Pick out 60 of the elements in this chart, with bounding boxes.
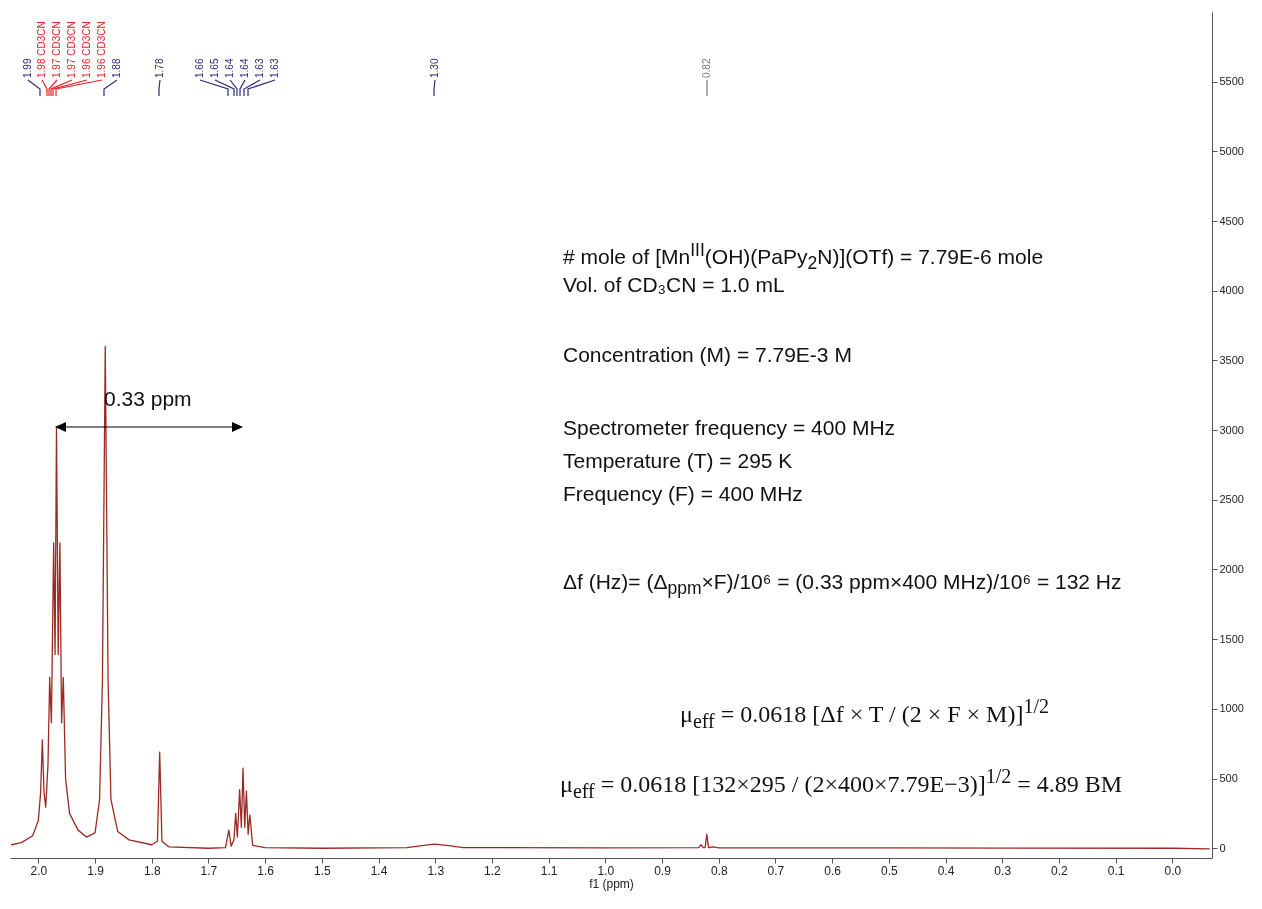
x-tick-label: 1.6 (257, 863, 275, 878)
x-tick-label: 1.1 (540, 863, 558, 878)
annotation: 1.66 (193, 58, 205, 78)
x-tick-label: 1.3 (427, 863, 445, 878)
annotation: Spectrometer frequency = 400 MHz (563, 416, 896, 440)
y-tick-label: 5500 (1219, 75, 1244, 88)
x-tick-label: 0.1 (1107, 863, 1125, 878)
annotation: 1.97 CD3CN (50, 21, 62, 78)
annotation: # mole of [Mn$^{III}$(OH)(PaPy$_{2}$N)](OTf) = 7.79E-6 mole (563, 240, 1044, 275)
x-tick-label: 0.9 (654, 863, 672, 878)
annotation: 1.99 (21, 58, 33, 78)
y-tick-label: 1500 (1219, 632, 1244, 645)
annotation: 1.96 CD3CN (95, 21, 107, 78)
annotation: 1.88 (110, 58, 122, 78)
annotation: 1.96 CD3CN (80, 21, 92, 78)
y-tick-label: 3000 (1219, 423, 1244, 436)
annotation: 1.97 CD3CN (65, 21, 77, 78)
x-tick-label: 0.5 (880, 863, 898, 878)
y-tick-label: 4500 (1219, 214, 1244, 227)
annotation: Frequency (F) = 400 MHz (563, 482, 803, 506)
y-tick-label: 1000 (1219, 702, 1244, 715)
x-tick-label: 1.4 (370, 863, 388, 878)
x-tick-label: 1.8 (143, 863, 161, 878)
x-tick-label: 1.5 (314, 863, 331, 878)
annotation: 1.63 (253, 58, 265, 78)
y-tick-label: 4000 (1219, 284, 1244, 297)
x-tick-label: 0.7 (767, 863, 785, 878)
annotation: 1.78 (153, 58, 165, 78)
x-tick-label: 1.0 (597, 863, 615, 878)
y-tick-label: 5000 (1219, 144, 1244, 157)
x-tick-label: 0.2 (1051, 863, 1069, 878)
y-tick-label: 3500 (1219, 353, 1244, 366)
x-axis-title: f1 (ppm) (589, 876, 634, 891)
annotation: Vol. of CD₃CN = 1.0 mL (563, 273, 785, 297)
x-tick-label: 0.4 (937, 863, 955, 878)
x-tick-label: 1.9 (87, 863, 105, 878)
x-tick-label: 0.6 (824, 863, 842, 878)
x-tick-label: 1.2 (484, 863, 502, 878)
y-tick-label: 0 (1219, 841, 1226, 854)
x-tick-label: 1.7 (200, 863, 218, 878)
annotation: 1.30 (428, 58, 440, 78)
y-tick-label: 2500 (1219, 493, 1244, 506)
annotation: Concentration (M) = 7.79E-3 M (563, 343, 852, 367)
annotation: 1.64 (223, 58, 235, 78)
x-tick-label: 0.0 (1164, 863, 1182, 878)
y-tick-label: 2000 (1219, 563, 1244, 575)
x-tick-label: 0.8 (710, 863, 728, 878)
annotation: Δf (Hz)= (Δ$_{ppm}$×F)/10⁶ = (0.33 ppm×400 MHz)/10⁶ = 132 Hz (563, 570, 1122, 600)
line-series (11, 345, 1210, 850)
annotation: 1.64 (238, 58, 250, 78)
annotation: 1.65 (208, 58, 220, 78)
annotation: μ$_{eff}$ = 0.0618 [Δf × T / (2 × F × M)]$^{1/2}$ (680, 695, 1049, 733)
annotation: μ$_{eff}$ = 0.0618 [132×295 / (2×400×7.79E−3)]$^{1/2}$ = 4.89 BM (560, 765, 1123, 803)
annotation: Temperature (T) = 295 K (563, 449, 793, 473)
annotation: 1.98 CD3CN (35, 21, 47, 78)
x-tick-label: 0.3 (994, 863, 1012, 878)
x-tick-label: 2.0 (30, 863, 48, 878)
annotation: 0.82 (700, 58, 712, 78)
annotation: 1.63 (268, 58, 280, 78)
y-tick-label: 500 (1219, 772, 1238, 785)
